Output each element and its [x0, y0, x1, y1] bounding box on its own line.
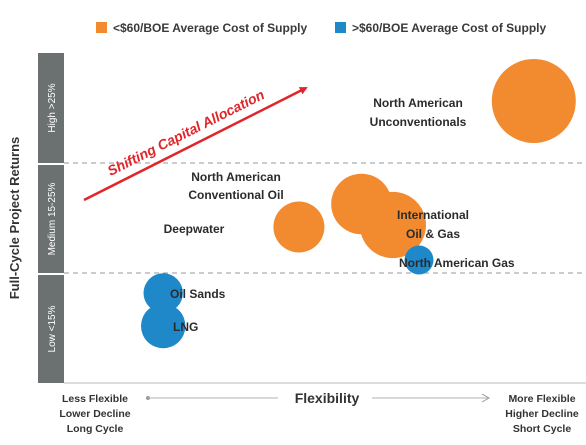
x-axis-left-label-3: Long Cycle [67, 423, 124, 435]
y-band-column: High >25% Medium 15-25% Low <15% [38, 53, 64, 383]
bubble-label-north-american-unconventionals-1: North American [373, 96, 463, 110]
x-axis-right-label-1: More Flexible [508, 393, 575, 405]
legend-label-orange: <$60/BOE Average Cost of Supply [113, 21, 307, 35]
y-band-label-low: Low <15% [47, 305, 58, 352]
bubble-label-international-oil-gas-1: International [397, 208, 469, 222]
x-axis-right-label-3: Short Cycle [513, 423, 572, 435]
bubbles-layer [141, 59, 576, 349]
x-axis-left-label-1: Less Flexible [62, 393, 128, 405]
y-band-high [38, 53, 64, 163]
bubble-label-north-american-conventional-oil-2: Conventional Oil [188, 188, 283, 202]
bubble-label-north-american-gas: North American Gas [399, 256, 515, 270]
y-band-label-high: High >25% [47, 83, 58, 132]
x-axis-left-label-2: Lower Decline [59, 408, 130, 420]
bubble-deepwater [273, 201, 325, 253]
bubble-international-oil-gas [359, 191, 426, 259]
x-axis-right-label-2: Higher Decline [505, 408, 579, 420]
y-band-label-medium: Medium 15-25% [47, 182, 58, 255]
x-axis-labels: Less Flexible Lower Decline Long Cycle F… [59, 390, 579, 435]
x-axis-title: Flexibility [295, 390, 360, 406]
bubble-lng [141, 303, 186, 349]
legend: <$60/BOE Average Cost of Supply >$60/BOE… [96, 21, 546, 35]
bubble-label-oil-sands: Oil Sands [170, 287, 226, 301]
bubble-oil-sands [143, 273, 183, 313]
bubble-label-lng: LNG [173, 320, 198, 334]
legend-swatch-orange [96, 22, 107, 33]
bubble-labels-layer: North American Unconventionals North Ameri… [164, 96, 515, 334]
shifting-capital-arrow [83, 86, 308, 202]
bubble-label-international-oil-gas-2: Oil & Gas [406, 227, 460, 241]
bubble-north-american-unconventionals [491, 59, 576, 143]
y-band-medium [38, 165, 64, 273]
bubble-label-north-american-conventional-oil-1: North American [191, 170, 281, 184]
bubble-north-american-gas [404, 245, 434, 275]
bubble-label-north-american-unconventionals-2: Unconventionals [370, 115, 467, 129]
legend-swatch-blue [335, 22, 346, 33]
y-band-low [38, 275, 64, 383]
y-axis-title: Full-Cycle Project Returns [7, 137, 22, 300]
x-axis-arrowhead [481, 393, 491, 403]
shifting-capital-label: Shifting Capital Allocation [105, 86, 267, 179]
bubble-label-deepwater: Deepwater [164, 222, 225, 236]
legend-label-blue: >$60/BOE Average Cost of Supply [352, 21, 546, 35]
